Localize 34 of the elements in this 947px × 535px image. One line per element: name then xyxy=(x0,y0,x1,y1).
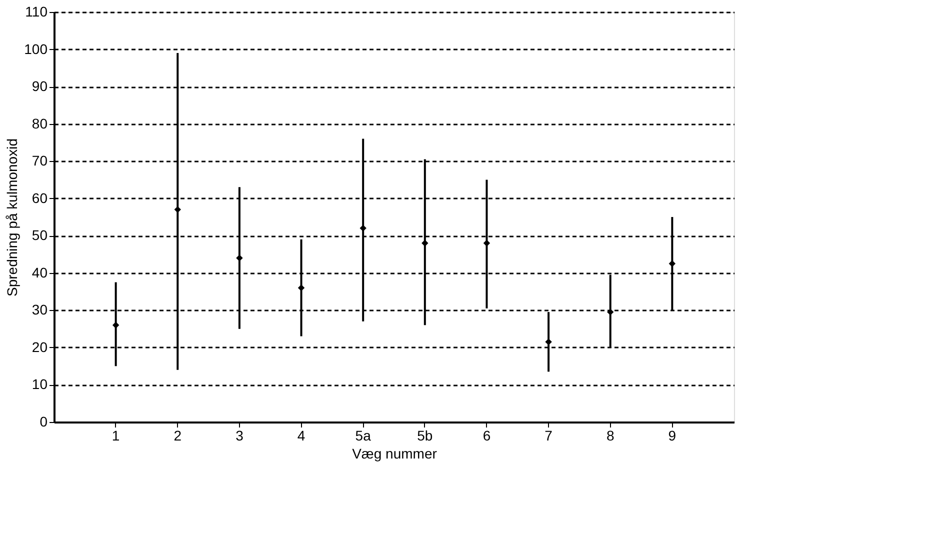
point xyxy=(668,260,676,267)
y-tick-label: 30 xyxy=(32,302,48,318)
point xyxy=(236,254,243,262)
point xyxy=(422,240,428,246)
x-axis-title: Væg nummer xyxy=(352,446,438,462)
x-tick-label: 4 xyxy=(297,428,306,444)
x-tick-label: 1 xyxy=(112,428,120,444)
point xyxy=(545,338,552,346)
point xyxy=(360,224,366,232)
y-tick-label: 90 xyxy=(32,78,48,94)
point xyxy=(298,284,305,292)
y-tick-label: 110 xyxy=(25,4,48,20)
y-tick-label: 60 xyxy=(32,190,48,206)
y-tick-label: 70 xyxy=(32,152,48,169)
point xyxy=(174,206,181,213)
y-tick-label: 0 xyxy=(40,414,48,430)
x-tick-label: 7 xyxy=(544,428,553,444)
x-tick-label: 8 xyxy=(606,428,614,444)
y-tick-label: 80 xyxy=(32,115,48,132)
x-tick-label: 3 xyxy=(236,428,244,444)
y-tick-label: 20 xyxy=(32,338,48,355)
x-tick-label: 2 xyxy=(174,428,182,444)
point xyxy=(112,322,120,328)
x-tick-label: 5b xyxy=(417,428,433,444)
point xyxy=(607,308,614,316)
y-tick-label: 10 xyxy=(32,376,48,392)
x-tick-label: 6 xyxy=(482,428,491,444)
y-tick-label: 40 xyxy=(32,264,48,280)
y-axis-title: Spredning på kulmonoxid xyxy=(4,138,20,296)
x-tick-label: 5a xyxy=(355,428,372,444)
x-tick-label: 9 xyxy=(668,428,676,444)
y-tick-label: 50 xyxy=(32,227,48,244)
point xyxy=(483,240,490,246)
y-tick-label: 100 xyxy=(24,40,48,57)
